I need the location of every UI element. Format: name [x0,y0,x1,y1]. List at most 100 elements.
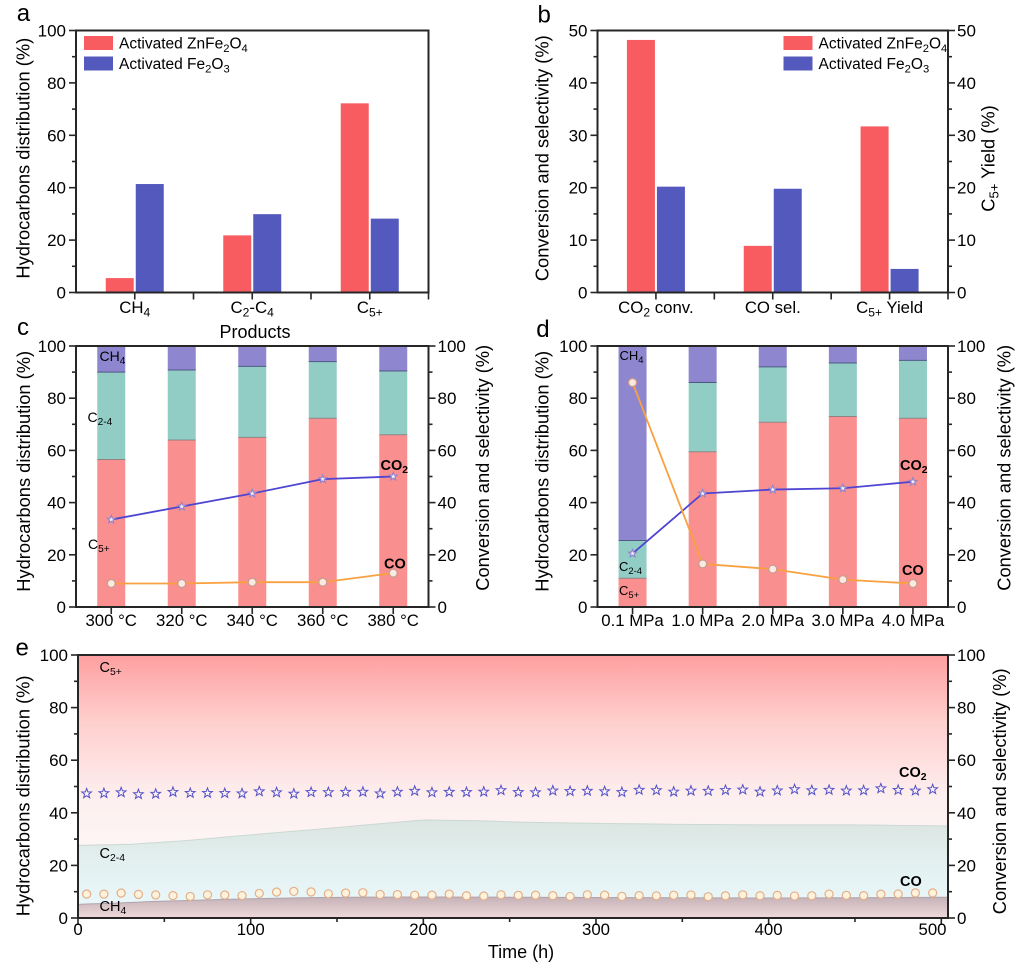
svg-text:40: 40 [957,804,976,823]
svg-text:C5+: C5+ [88,536,110,555]
svg-text:Conversion and selectivity (%): Conversion and selectivity (%) [989,668,1010,914]
svg-text:3.0 MPa: 3.0 MPa [812,611,875,630]
svg-text:CO: CO [900,874,922,890]
svg-text:c: c [17,314,29,341]
svg-text:CO2 conv.: CO2 conv. [618,298,693,320]
svg-text:0: 0 [438,598,447,617]
svg-text:Activated Fe2O3: Activated Fe2O3 [119,56,230,75]
svg-text:50: 50 [569,22,588,41]
svg-text:CO: CO [902,563,924,579]
svg-text:CH4: CH4 [100,899,127,917]
svg-text:30: 30 [569,126,588,145]
svg-text:80: 80 [957,389,976,408]
svg-text:b: b [538,2,551,29]
svg-text:20: 20 [569,546,588,565]
svg-text:CO2: CO2 [381,458,409,476]
svg-text:380 °C: 380 °C [367,611,419,630]
svg-text:100: 100 [38,337,66,356]
svg-text:Hydrocarbons distribution (%): Hydrocarbons distribution (%) [532,351,553,592]
svg-text:20: 20 [957,856,976,875]
svg-text:40: 40 [47,494,66,513]
svg-text:C2-4: C2-4 [100,846,126,864]
svg-text:Activated ZnFe2O4: Activated ZnFe2O4 [119,36,248,55]
svg-text:80: 80 [569,389,588,408]
svg-text:Conversion and selectivity (%): Conversion and selectivity (%) [532,35,553,281]
svg-text:C5+: C5+ [357,298,383,320]
svg-text:100: 100 [559,337,587,356]
svg-text:400: 400 [755,920,783,939]
svg-text:40: 40 [957,74,976,93]
svg-text:100: 100 [40,646,68,665]
svg-text:C2-4: C2-4 [619,559,642,576]
svg-text:C5+: C5+ [100,660,122,678]
svg-text:C2-4: C2-4 [88,409,113,428]
svg-text:300 °C: 300 °C [85,611,137,630]
svg-text:Hydrocarbons distribution (%): Hydrocarbons distribution (%) [13,38,34,279]
svg-text:20: 20 [438,546,457,565]
svg-text:100: 100 [438,337,466,356]
svg-text:1.0 MPa: 1.0 MPa [671,611,734,630]
svg-text:Conversion and selectivity (%): Conversion and selectivity (%) [994,345,1015,591]
svg-text:Hydrocarbons distribution (%): Hydrocarbons distribution (%) [13,351,34,592]
svg-text:80: 80 [49,699,68,718]
svg-text:0.1 MPa: 0.1 MPa [601,611,664,630]
svg-text:Conversion and selectivity (%): Conversion and selectivity (%) [472,345,493,591]
svg-text:0: 0 [957,909,966,928]
svg-text:20: 20 [957,179,976,198]
svg-text:d: d [536,316,549,343]
svg-text:200: 200 [409,920,437,939]
svg-text:0: 0 [59,909,68,928]
svg-text:C5+ Yield (%): C5+ Yield (%) [978,105,1002,211]
svg-text:100: 100 [957,337,985,356]
svg-text:20: 20 [569,179,588,198]
svg-text:Activated ZnFe2O4: Activated ZnFe2O4 [819,36,948,55]
svg-text:0: 0 [57,284,66,303]
svg-text:20: 20 [47,546,66,565]
svg-text:0: 0 [957,284,966,303]
svg-text:CO2: CO2 [899,765,927,783]
svg-text:60: 60 [47,441,66,460]
svg-text:40: 40 [438,494,457,513]
svg-text:Activated Fe2O3: Activated Fe2O3 [819,56,930,75]
svg-text:60: 60 [569,441,588,460]
svg-text:60: 60 [957,751,976,770]
svg-text:CO sel.: CO sel. [745,298,801,317]
svg-text:100: 100 [38,22,66,41]
svg-text:20: 20 [957,546,976,565]
svg-text:C5+: C5+ [619,583,640,600]
svg-text:CH4: CH4 [100,348,126,367]
svg-text:60: 60 [957,441,976,460]
svg-text:e: e [16,635,29,662]
svg-text:80: 80 [957,699,976,718]
svg-text:100: 100 [237,920,265,939]
svg-text:2.0 MPa: 2.0 MPa [742,611,805,630]
svg-text:30: 30 [957,126,976,145]
svg-text:10: 10 [957,231,976,250]
svg-text:CH4: CH4 [620,348,644,365]
svg-text:CO2: CO2 [900,458,928,476]
svg-text:60: 60 [438,441,457,460]
svg-text:C5+ Yield: C5+ Yield [856,298,923,320]
svg-text:0: 0 [957,598,966,617]
svg-text:60: 60 [49,751,68,770]
svg-text:C2-C4: C2-C4 [231,298,275,320]
svg-text:0: 0 [578,284,587,303]
svg-text:Products: Products [219,322,290,342]
svg-text:80: 80 [438,389,457,408]
svg-text:10: 10 [569,231,588,250]
svg-text:500: 500 [919,920,947,939]
svg-text:60: 60 [47,126,66,145]
svg-text:40: 40 [47,179,66,198]
svg-text:Hydrocarbons distribution (%): Hydrocarbons distribution (%) [12,675,33,916]
svg-text:40: 40 [957,494,976,513]
svg-text:300: 300 [582,920,610,939]
svg-text:20: 20 [49,856,68,875]
svg-text:4.0 MPa: 4.0 MPa [882,611,945,630]
svg-text:0: 0 [578,598,587,617]
svg-text:0: 0 [57,598,66,617]
svg-text:40: 40 [569,494,588,513]
svg-text:80: 80 [47,74,66,93]
svg-text:CO: CO [384,557,406,573]
svg-text:0: 0 [73,920,82,939]
svg-text:Time (h): Time (h) [488,942,554,962]
